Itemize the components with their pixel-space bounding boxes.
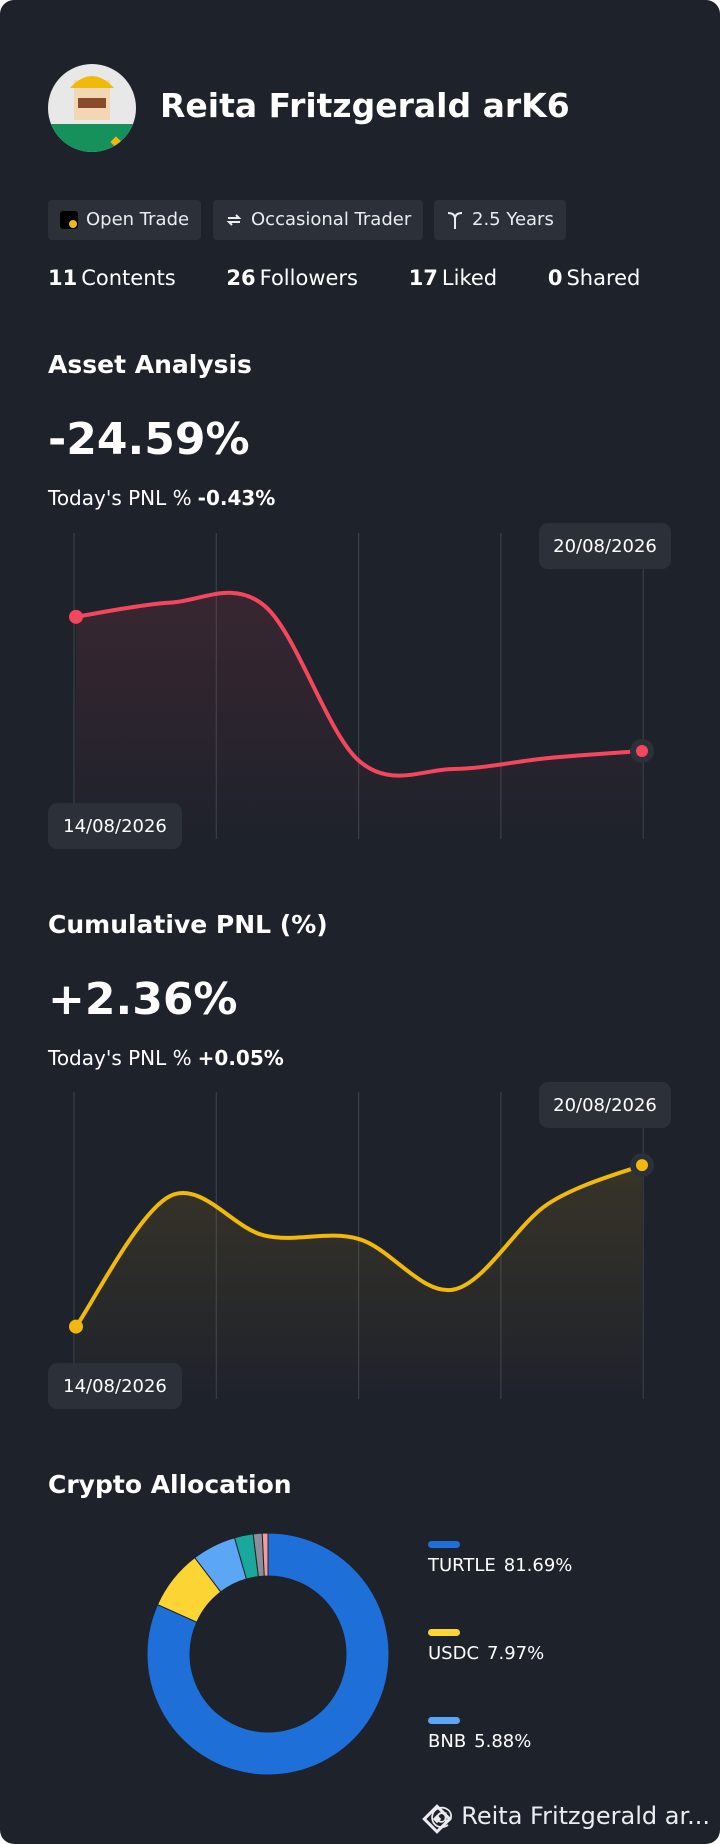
date-label: 20/08/2026 — [553, 1095, 657, 1116]
avatar — [48, 64, 136, 152]
point — [69, 609, 83, 624]
legend-text: BNB 5.88% — [428, 1731, 531, 1752]
legend-swatch — [428, 1717, 460, 1724]
line — [75, 590, 643, 778]
legend-text: USDC 7.97% — [428, 1643, 544, 1664]
badge: Open Trade — [48, 200, 202, 240]
legend-label: USDC — [428, 1643, 479, 1664]
date-tag — [48, 1363, 182, 1409]
user-name: Reita Fritzgerald arK6 — [160, 86, 570, 125]
pnl-chart: 20/08/2026 14/08/2026 — [48, 1082, 671, 1409]
headline-value: -24.59% — [48, 414, 250, 465]
legend-text: TURTLE 81.69% — [427, 1555, 572, 1576]
today-value: +0.05% — [197, 1046, 284, 1070]
donut-slice — [261, 1532, 269, 1577]
asset-chart: 20/08/2026 14/08/2026 — [48, 523, 671, 849]
stat-value: 26 — [226, 266, 256, 290]
today-pnl: Today's PNL % +0.05% — [48, 1046, 284, 1070]
stat-label: Liked — [441, 266, 498, 290]
badge-text: Open Trade — [86, 209, 190, 230]
badge-text: Occasional Trader — [251, 209, 412, 230]
stat-label: Followers — [259, 266, 358, 290]
footer: @ Reita Fritzgerald ar... — [429, 1802, 710, 1830]
badge: Occasional Trader — [213, 200, 424, 240]
date-tag — [539, 1082, 671, 1128]
legend-swatch — [428, 1541, 460, 1548]
section-title: Crypto Allocation — [48, 1470, 292, 1499]
legend-value: 7.97% — [487, 1643, 544, 1664]
today-value: -0.43% — [197, 486, 276, 510]
today-label: Today's PNL % — [48, 1046, 192, 1070]
legend-value: 81.69% — [504, 1555, 573, 1576]
legend-value: 5.88% — [474, 1731, 531, 1752]
date-label: 20/08/2026 — [553, 536, 657, 557]
area — [76, 1165, 642, 1399]
stat-value: 0 — [547, 266, 563, 290]
legend-label: BNB — [428, 1731, 466, 1752]
date-label: 14/08/2026 — [63, 1376, 167, 1397]
area — [76, 592, 642, 839]
stat-value: 11 — [48, 266, 78, 290]
date-label: 14/08/2026 — [63, 816, 167, 837]
badge: 2.5 Years — [434, 200, 566, 240]
line — [74, 1163, 643, 1328]
date-tag — [48, 803, 182, 849]
legend-label: TURTLE — [427, 1555, 496, 1576]
point — [636, 744, 648, 757]
stat-label: Contents — [81, 266, 176, 290]
section-title: Cumulative PNL (%) — [48, 910, 328, 939]
today-label: Today's PNL % — [48, 486, 192, 510]
section-title: Asset Analysis — [48, 350, 252, 379]
point — [69, 1319, 83, 1334]
today-pnl: Today's PNL % -0.43% — [48, 486, 275, 510]
stats: 11 Contents 26 Followers 17 Liked 0 Shared — [48, 266, 684, 290]
stat-label: Shared — [566, 266, 641, 290]
date-tag — [539, 523, 671, 569]
point — [636, 1159, 648, 1172]
stat-value: 17 — [408, 266, 438, 290]
donut-slice — [146, 1532, 390, 1776]
headline-value: +2.36% — [48, 974, 238, 1025]
legend-swatch — [428, 1629, 460, 1636]
allocation-chart: TURTLE 81.69% USDC 7.97% BNB 5.88% — [146, 1532, 572, 1776]
badge-text: 2.5 Years — [472, 209, 554, 230]
